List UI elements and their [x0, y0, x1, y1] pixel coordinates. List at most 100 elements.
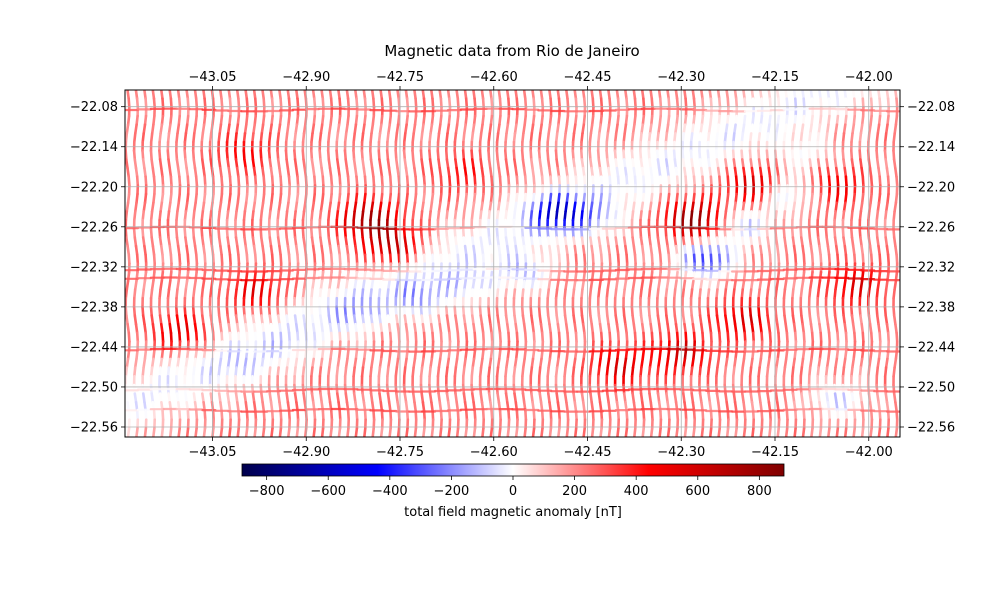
- flight-line-segment: [372, 90, 373, 99]
- y-tick-label-right: −22.20: [907, 180, 955, 195]
- flight-line-segment: [650, 316, 651, 325]
- flight-line-segment: [263, 168, 264, 177]
- flight-line-segment: [381, 324, 382, 333]
- flight-line-segment: [708, 229, 709, 238]
- flight-line-segment: [792, 229, 793, 238]
- flight-line-segment: [489, 159, 490, 168]
- flight-line-segment: [804, 255, 805, 264]
- flight-line-segment: [135, 203, 136, 212]
- flight-line-segment: [346, 203, 347, 212]
- flight-line-segment: [202, 307, 203, 316]
- flight-line-segment: [499, 428, 500, 437]
- flight-line-segment: [593, 333, 594, 342]
- flight-line-segment: [441, 333, 442, 342]
- flight-line-segment: [608, 359, 609, 368]
- flight-line-segment: [438, 368, 439, 377]
- flight-line-segment: [760, 246, 761, 255]
- flight-line-segment: [145, 116, 146, 125]
- flight-line-segment: [247, 177, 248, 186]
- flight-line-segment: [744, 324, 745, 333]
- flight-line-segment: [703, 255, 704, 264]
- flight-line-segment: [710, 402, 711, 411]
- flight-line-segment: [877, 151, 878, 160]
- flight-line-segment: [128, 116, 129, 125]
- flight-line-segment: [363, 316, 364, 325]
- flight-line-segment: [751, 159, 752, 168]
- flight-line-segment: [600, 246, 601, 255]
- flight-line-segment: [592, 402, 593, 411]
- flight-line-segment: [364, 116, 365, 125]
- flight-line-segment: [433, 255, 434, 264]
- flight-line-segment: [458, 333, 459, 342]
- flight-line-segment: [692, 281, 693, 290]
- colorbar-tick-label: −400: [372, 484, 408, 499]
- flight-line-segment: [255, 428, 256, 437]
- flight-line-segment: [405, 203, 406, 212]
- flight-line-segment: [752, 402, 753, 411]
- flight-line-segment: [793, 316, 794, 325]
- flight-line-segment: [793, 359, 794, 368]
- flight-line-segment: [481, 359, 482, 368]
- flight-line-segment: [836, 125, 837, 134]
- flight-line-segment: [711, 411, 712, 420]
- flight-line-segment: [144, 168, 145, 177]
- flight-line-segment: [202, 368, 203, 377]
- flight-line-segment: [448, 90, 449, 99]
- flight-line-segment: [684, 359, 685, 368]
- flight-line-segment: [751, 281, 752, 290]
- flight-line-segment: [533, 350, 534, 359]
- flight-line-segment: [365, 255, 366, 264]
- flight-line-segment: [279, 203, 280, 212]
- flight-line-segment: [888, 177, 889, 186]
- flight-line-segment: [247, 255, 248, 264]
- flight-line-segment: [559, 255, 560, 264]
- flight-line-segment: [894, 211, 895, 220]
- flight-line-segment: [154, 177, 155, 186]
- flight-line-segment: [330, 246, 331, 255]
- flight-line-segment: [449, 411, 450, 420]
- flight-line-segment: [305, 246, 306, 255]
- flight-line-segment: [818, 211, 819, 220]
- flight-line-segment: [592, 90, 593, 99]
- flight-line-segment: [354, 307, 355, 316]
- y-tick-label-left: −22.56: [70, 420, 118, 435]
- flight-line-segment: [388, 394, 389, 403]
- flight-line-segment: [844, 238, 845, 247]
- flight-line-segment: [213, 255, 214, 264]
- flight-line-segment: [447, 394, 448, 403]
- flight-line-segment: [810, 281, 811, 290]
- flight-line-segment: [539, 307, 540, 316]
- flight-line-segment: [533, 324, 534, 333]
- flight-line-segment: [372, 324, 373, 333]
- flight-line-segment: [795, 411, 796, 420]
- flight-line-segment: [430, 211, 431, 220]
- flight-line-segment: [295, 368, 296, 377]
- flight-line-segment: [693, 116, 694, 125]
- x-tick-label-top: −42.30: [657, 70, 705, 85]
- flight-line-segment: [531, 316, 532, 325]
- flight-line-segment: [337, 290, 338, 299]
- colorbar-tick-label: −600: [310, 484, 346, 499]
- flight-line-segment: [657, 368, 658, 377]
- flight-line-segment: [237, 402, 238, 411]
- flight-line-segment: [396, 307, 397, 316]
- flight-line-segment: [785, 394, 786, 403]
- flight-line-segment: [676, 324, 677, 333]
- flight-line-segment: [490, 125, 491, 134]
- flight-line-segment: [397, 359, 398, 368]
- flight-line-segment: [886, 159, 887, 168]
- flight-line-segment: [601, 177, 602, 186]
- flight-line-segment: [634, 194, 635, 203]
- flight-line-segment: [601, 333, 602, 342]
- flight-line-segment: [414, 359, 415, 368]
- flight-line-segment: [407, 255, 408, 264]
- flight-line-segment: [323, 333, 324, 342]
- flight-line-segment: [548, 238, 549, 247]
- flight-line-segment: [523, 359, 524, 368]
- flight-line-segment: [363, 359, 364, 368]
- flight-line-segment: [252, 307, 253, 316]
- flight-line-segment: [717, 281, 718, 290]
- flight-line-segment: [135, 238, 136, 247]
- flight-line-segment: [599, 203, 600, 212]
- flight-line-segment: [525, 116, 526, 125]
